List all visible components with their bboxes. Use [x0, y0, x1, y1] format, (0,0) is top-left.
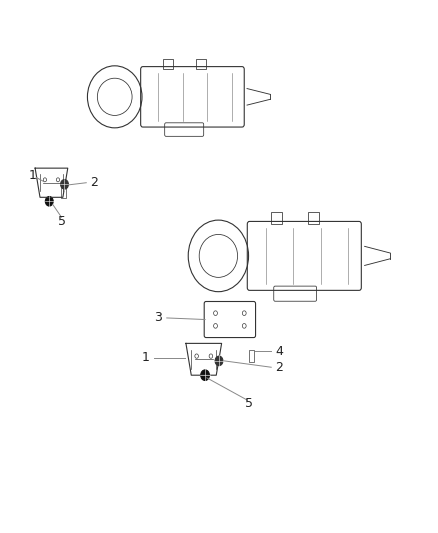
Bar — [249, 350, 254, 362]
Bar — [162, 59, 173, 69]
Circle shape — [215, 356, 223, 366]
Text: 2: 2 — [91, 176, 99, 189]
Text: 5: 5 — [244, 397, 253, 410]
Circle shape — [46, 197, 53, 206]
Text: 1: 1 — [141, 351, 149, 364]
Bar — [196, 59, 206, 69]
Bar — [272, 212, 283, 224]
Bar — [308, 212, 319, 224]
Text: 5: 5 — [58, 215, 66, 228]
Text: 4: 4 — [276, 345, 283, 358]
Text: 3: 3 — [155, 311, 162, 325]
Text: 2: 2 — [276, 361, 283, 374]
Circle shape — [60, 180, 68, 189]
Bar — [60, 186, 66, 198]
Circle shape — [201, 370, 209, 381]
Text: 1: 1 — [29, 169, 37, 182]
